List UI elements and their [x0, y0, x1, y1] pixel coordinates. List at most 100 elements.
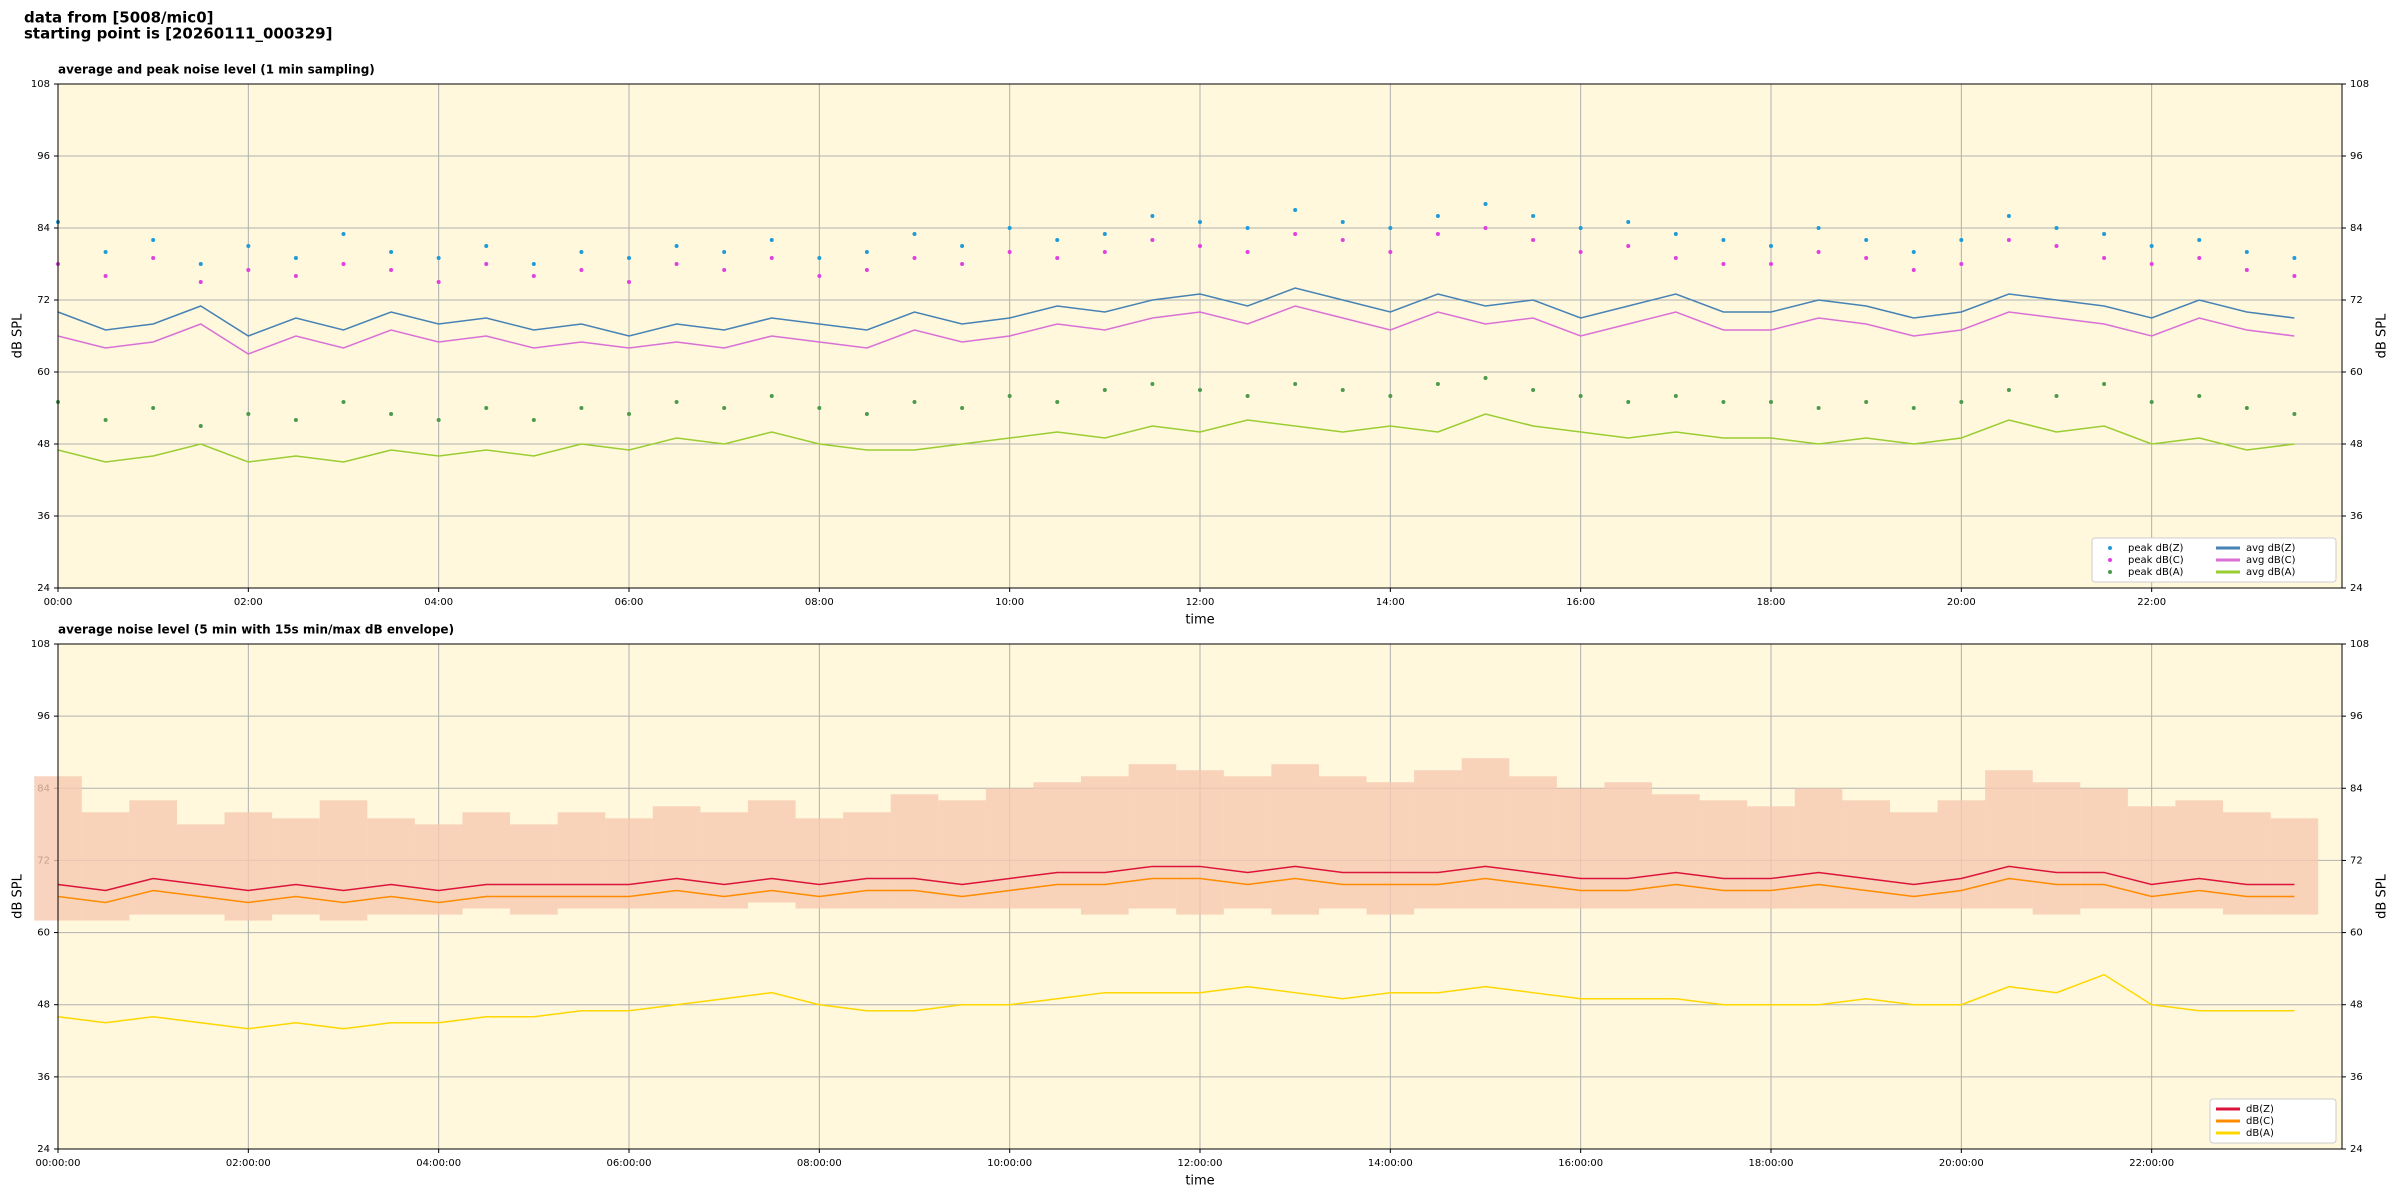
peak-point — [1673, 232, 1678, 236]
peak-point — [864, 412, 869, 416]
peak-point — [1293, 382, 1298, 386]
x-tick-label: 04:00 — [424, 597, 453, 608]
x-tick-label: 06:00 — [615, 597, 644, 608]
legend-label: dB(A) — [2246, 1128, 2274, 1139]
peak-point — [960, 244, 965, 248]
x-tick-label: 02:00 — [234, 597, 263, 608]
x-tick-label: 18:00 — [1757, 597, 1786, 608]
peak-point — [2006, 388, 2011, 392]
peak-point — [2292, 274, 2297, 278]
peak-point — [1150, 214, 1155, 218]
peak-point — [1864, 400, 1869, 404]
y-tick-label: 108 — [2350, 79, 2369, 90]
legend-marker — [2108, 558, 2112, 562]
plot-frame — [57, 83, 2343, 589]
y-tick-label: 36 — [2350, 511, 2363, 522]
peak-point — [151, 256, 156, 260]
x-tick-label: 20:00:00 — [1939, 1158, 1984, 1169]
peak-point — [1483, 376, 1488, 380]
x-tick-label: 14:00:00 — [1368, 1158, 1413, 1169]
peak-point — [1673, 394, 1678, 398]
peak-point — [1769, 400, 1773, 404]
peak-point — [2054, 394, 2059, 398]
peak-point — [2197, 256, 2202, 260]
x-tick-label: 04:00:00 — [416, 1158, 461, 1169]
peak-point — [531, 262, 536, 266]
peak-point — [1721, 238, 1726, 242]
envelope-band — [1461, 758, 1510, 909]
envelope-band — [129, 800, 177, 915]
peak-point — [1435, 382, 1440, 386]
y-tick-label: 72 — [37, 295, 50, 306]
peak-point — [1198, 244, 1202, 248]
y-tick-label: 108 — [2350, 639, 2369, 650]
y-tick-label: 48 — [2350, 1000, 2363, 1011]
subplot-title: average and peak noise level (1 min samp… — [58, 63, 375, 77]
peak-point — [1102, 388, 1107, 392]
peak-point — [1531, 388, 1536, 392]
x-tick-label: 18:00:00 — [1749, 1158, 1794, 1169]
peak-point — [1435, 214, 1440, 218]
peak-point — [674, 244, 679, 248]
peak-point — [1721, 262, 1726, 266]
x-tick-label: 00:00 — [44, 597, 73, 608]
peak-point — [1483, 226, 1488, 230]
peak-point — [1055, 256, 1060, 260]
peak-point — [293, 418, 298, 422]
y-axis-label: dB SPL — [11, 313, 26, 358]
peak-point — [769, 394, 774, 398]
peak-point — [1531, 214, 1536, 218]
x-axis-label: time — [1185, 613, 1214, 628]
series-line — [57, 305, 2295, 355]
peak-point — [531, 274, 536, 278]
peak-point — [579, 406, 584, 410]
peak-point — [2054, 244, 2059, 248]
subplot: average and peak noise level (1 min samp… — [11, 63, 2390, 628]
peak-point — [2054, 226, 2059, 230]
y-tick-label: 24 — [2350, 1144, 2363, 1155]
peak-point — [1245, 394, 1250, 398]
peak-point — [293, 256, 298, 260]
y-tick-label: 24 — [2350, 583, 2363, 594]
peak-point — [1340, 220, 1345, 224]
y-tick-label: 36 — [37, 511, 50, 522]
peak-point — [341, 262, 346, 266]
envelope-band — [2127, 806, 2176, 909]
peak-point — [1388, 394, 1393, 398]
envelope-band — [2270, 818, 2319, 915]
y-tick-label: 84 — [2350, 783, 2363, 794]
envelope-band — [1509, 776, 1557, 909]
peak-point — [1911, 250, 1916, 254]
peak-point — [1959, 262, 1964, 266]
envelope-band — [176, 824, 225, 915]
peak-point — [389, 268, 394, 272]
peak-point — [912, 232, 917, 236]
y-tick-label: 48 — [37, 1000, 50, 1011]
peak-point — [627, 256, 631, 260]
peak-point — [722, 250, 727, 254]
peak-point — [1293, 208, 1298, 212]
legend-marker — [2108, 570, 2112, 574]
peak-point — [1102, 232, 1107, 236]
peak-point — [1245, 226, 1250, 230]
y-tick-label: 60 — [2350, 367, 2363, 378]
peak-point — [1483, 202, 1488, 206]
x-tick-label: 06:00:00 — [607, 1158, 652, 1169]
envelope-band — [1033, 782, 1082, 909]
envelope-band — [1747, 806, 1795, 909]
peak-point — [103, 274, 108, 278]
series-line — [57, 973, 2295, 1030]
peak-point — [960, 262, 965, 266]
peak-point — [627, 280, 631, 284]
series-line — [57, 877, 2295, 904]
peak-point — [2244, 268, 2249, 272]
peak-point — [1864, 256, 1869, 260]
envelope-band — [938, 800, 986, 909]
legend-box — [2091, 537, 2337, 583]
peak-point — [151, 406, 156, 410]
envelope-band — [652, 806, 701, 909]
legend-label: avg dB(C) — [2246, 555, 2296, 566]
peak-point — [722, 268, 727, 272]
envelope-band — [843, 812, 891, 909]
